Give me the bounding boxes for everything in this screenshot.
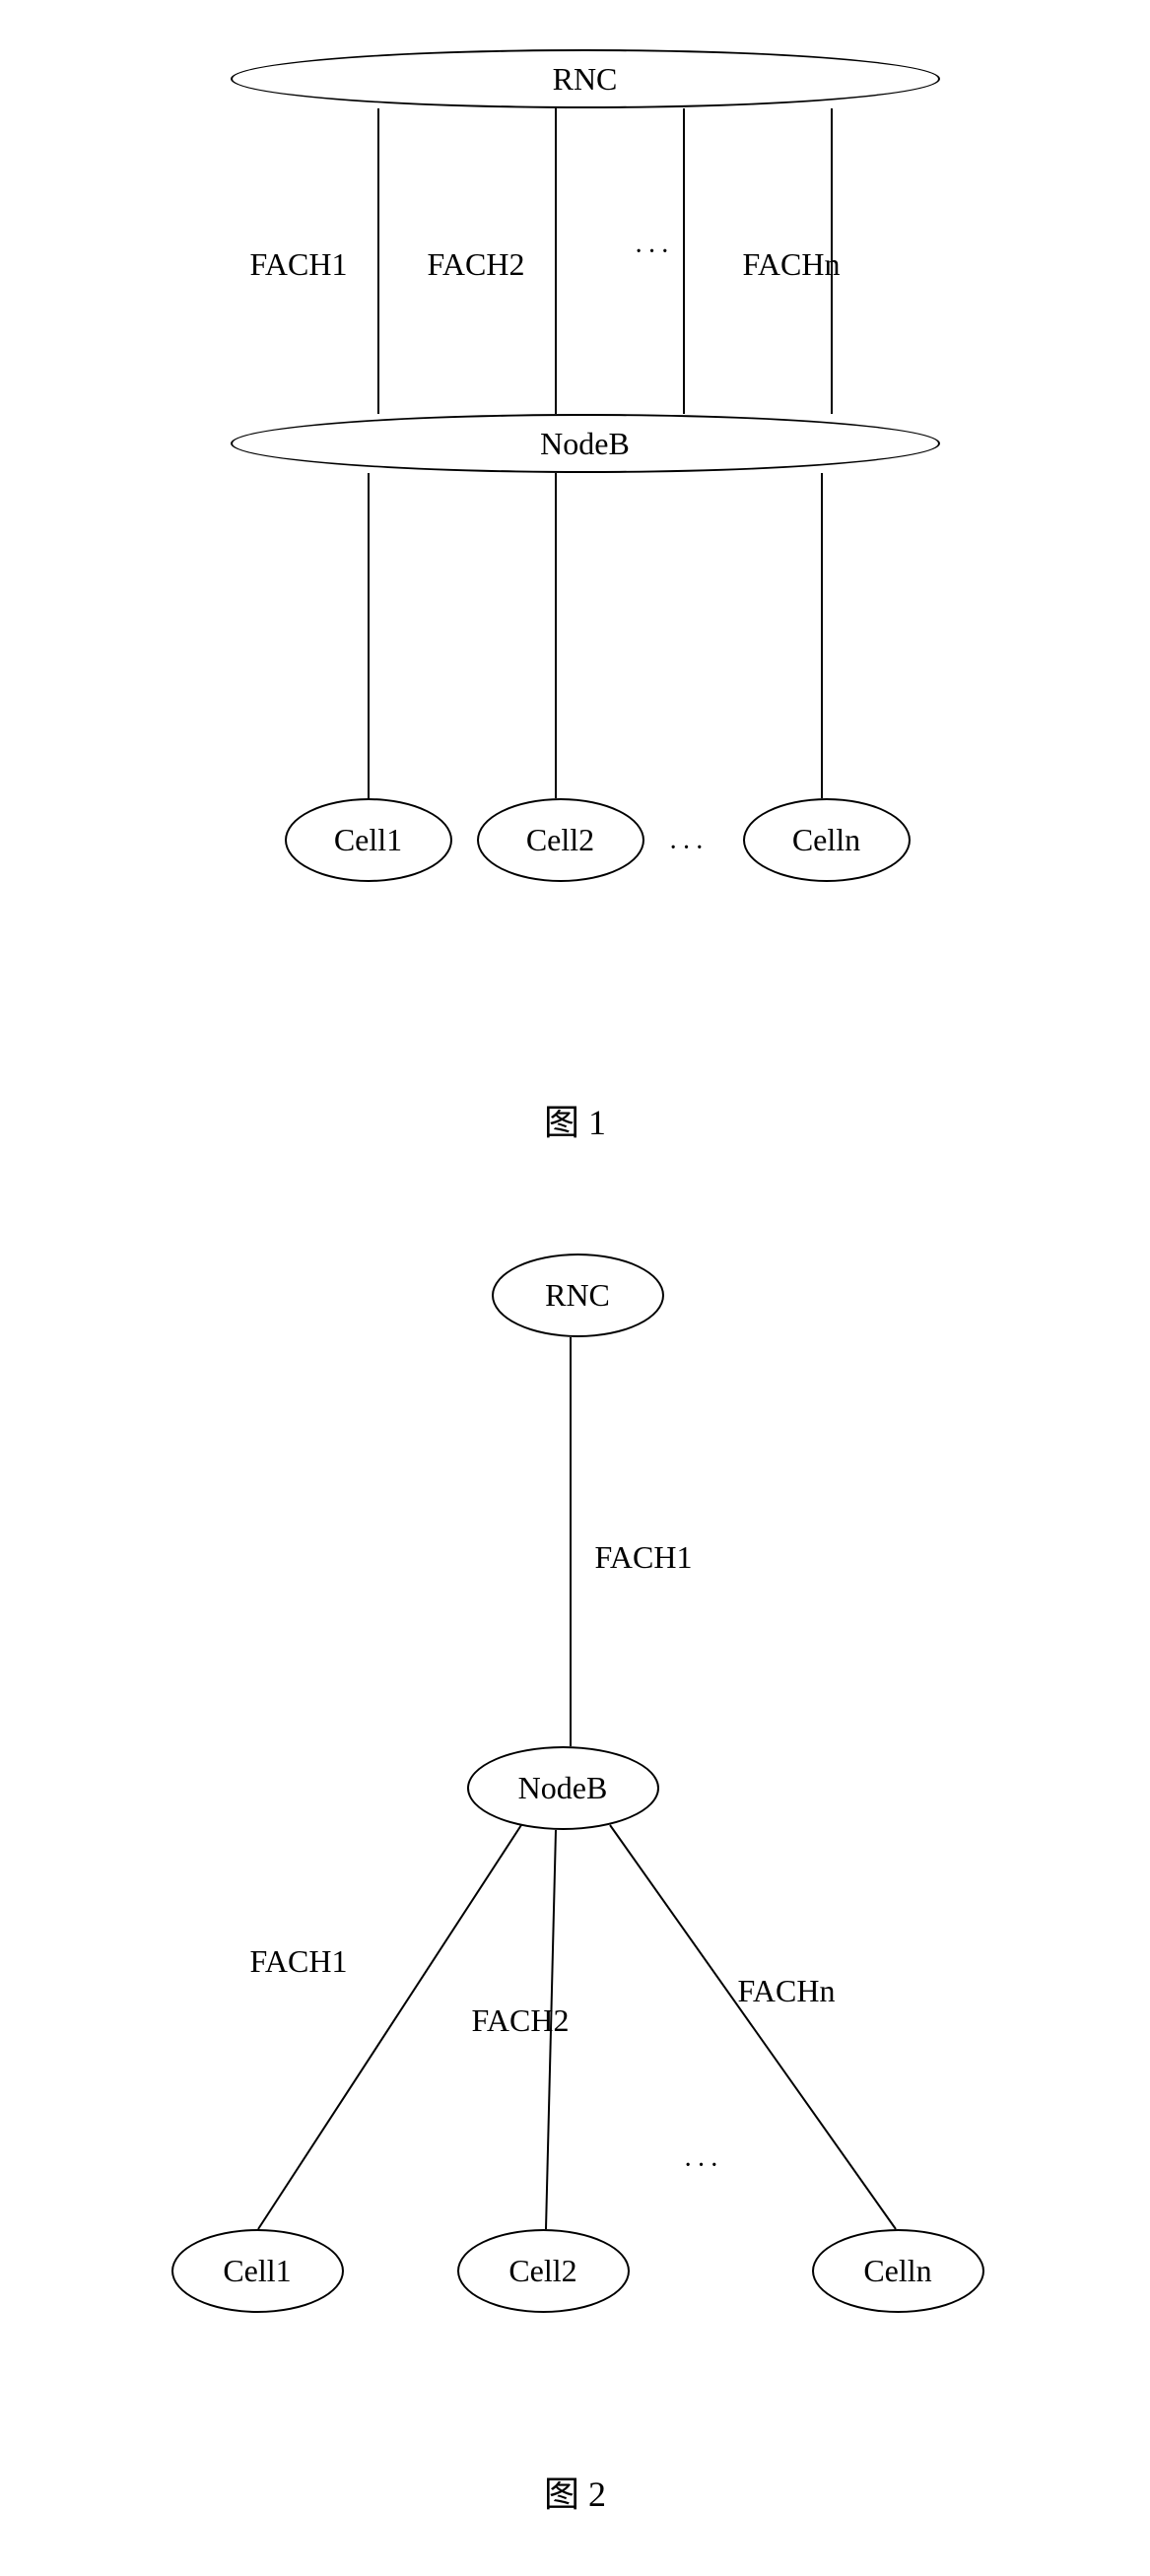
rnc-node: RNC xyxy=(492,1254,664,1337)
cell-node-n: Celln xyxy=(743,798,911,882)
rnc-label: RNC xyxy=(545,1277,610,1314)
figure-2: RNC NodeB Cell1 Cell2 Celln FACH1 FACH1 … xyxy=(132,1244,1019,2426)
fach-label-2: FACH2 xyxy=(428,246,525,283)
cell-label-n: Celln xyxy=(792,822,860,858)
cell-node-2: Cell2 xyxy=(457,2229,630,2313)
nodeb-node: NodeB xyxy=(231,414,940,473)
nodeb-cell-line-3 xyxy=(610,1825,896,2229)
fach-bottom-label-n: FACHn xyxy=(738,1973,836,2009)
fach-bottom-label-2: FACH2 xyxy=(472,2002,570,2039)
fach-label-n: FACHn xyxy=(743,246,841,283)
cell-node-2: Cell2 xyxy=(477,798,644,882)
fach-top-label-1: FACH1 xyxy=(595,1539,693,1576)
figure-1: RNC NodeB Cell1 Cell2 Celln FACH1 FACH2 … xyxy=(132,39,1019,976)
rnc-label: RNC xyxy=(553,61,618,98)
nodeb-label: NodeB xyxy=(540,426,630,462)
cell-label-n: Celln xyxy=(863,2253,931,2289)
fach-label-1: FACH1 xyxy=(250,246,348,283)
rnc-node: RNC xyxy=(231,49,940,108)
cell-label-2: Cell2 xyxy=(508,2253,576,2289)
cell-label-1: Cell1 xyxy=(223,2253,291,2289)
cell-node-1: Cell1 xyxy=(171,2229,344,2313)
figure-2-caption: 图 2 xyxy=(20,2466,1130,2517)
nodeb-node: NodeB xyxy=(467,1746,659,1830)
cell-dots: ··· xyxy=(669,833,709,864)
cell-label-1: Cell1 xyxy=(334,822,402,858)
fach-bottom-label-1: FACH1 xyxy=(250,1943,348,1980)
fach-dots: ··· xyxy=(635,237,674,268)
cell-label-2: Cell2 xyxy=(526,822,594,858)
cell-node-n: Celln xyxy=(812,2229,984,2313)
cell-node-1: Cell1 xyxy=(285,798,452,882)
nodeb-label: NodeB xyxy=(518,1770,608,1806)
cell-dots: ··· xyxy=(684,2150,723,2182)
figure-1-caption: 图 1 xyxy=(20,1094,1130,1145)
